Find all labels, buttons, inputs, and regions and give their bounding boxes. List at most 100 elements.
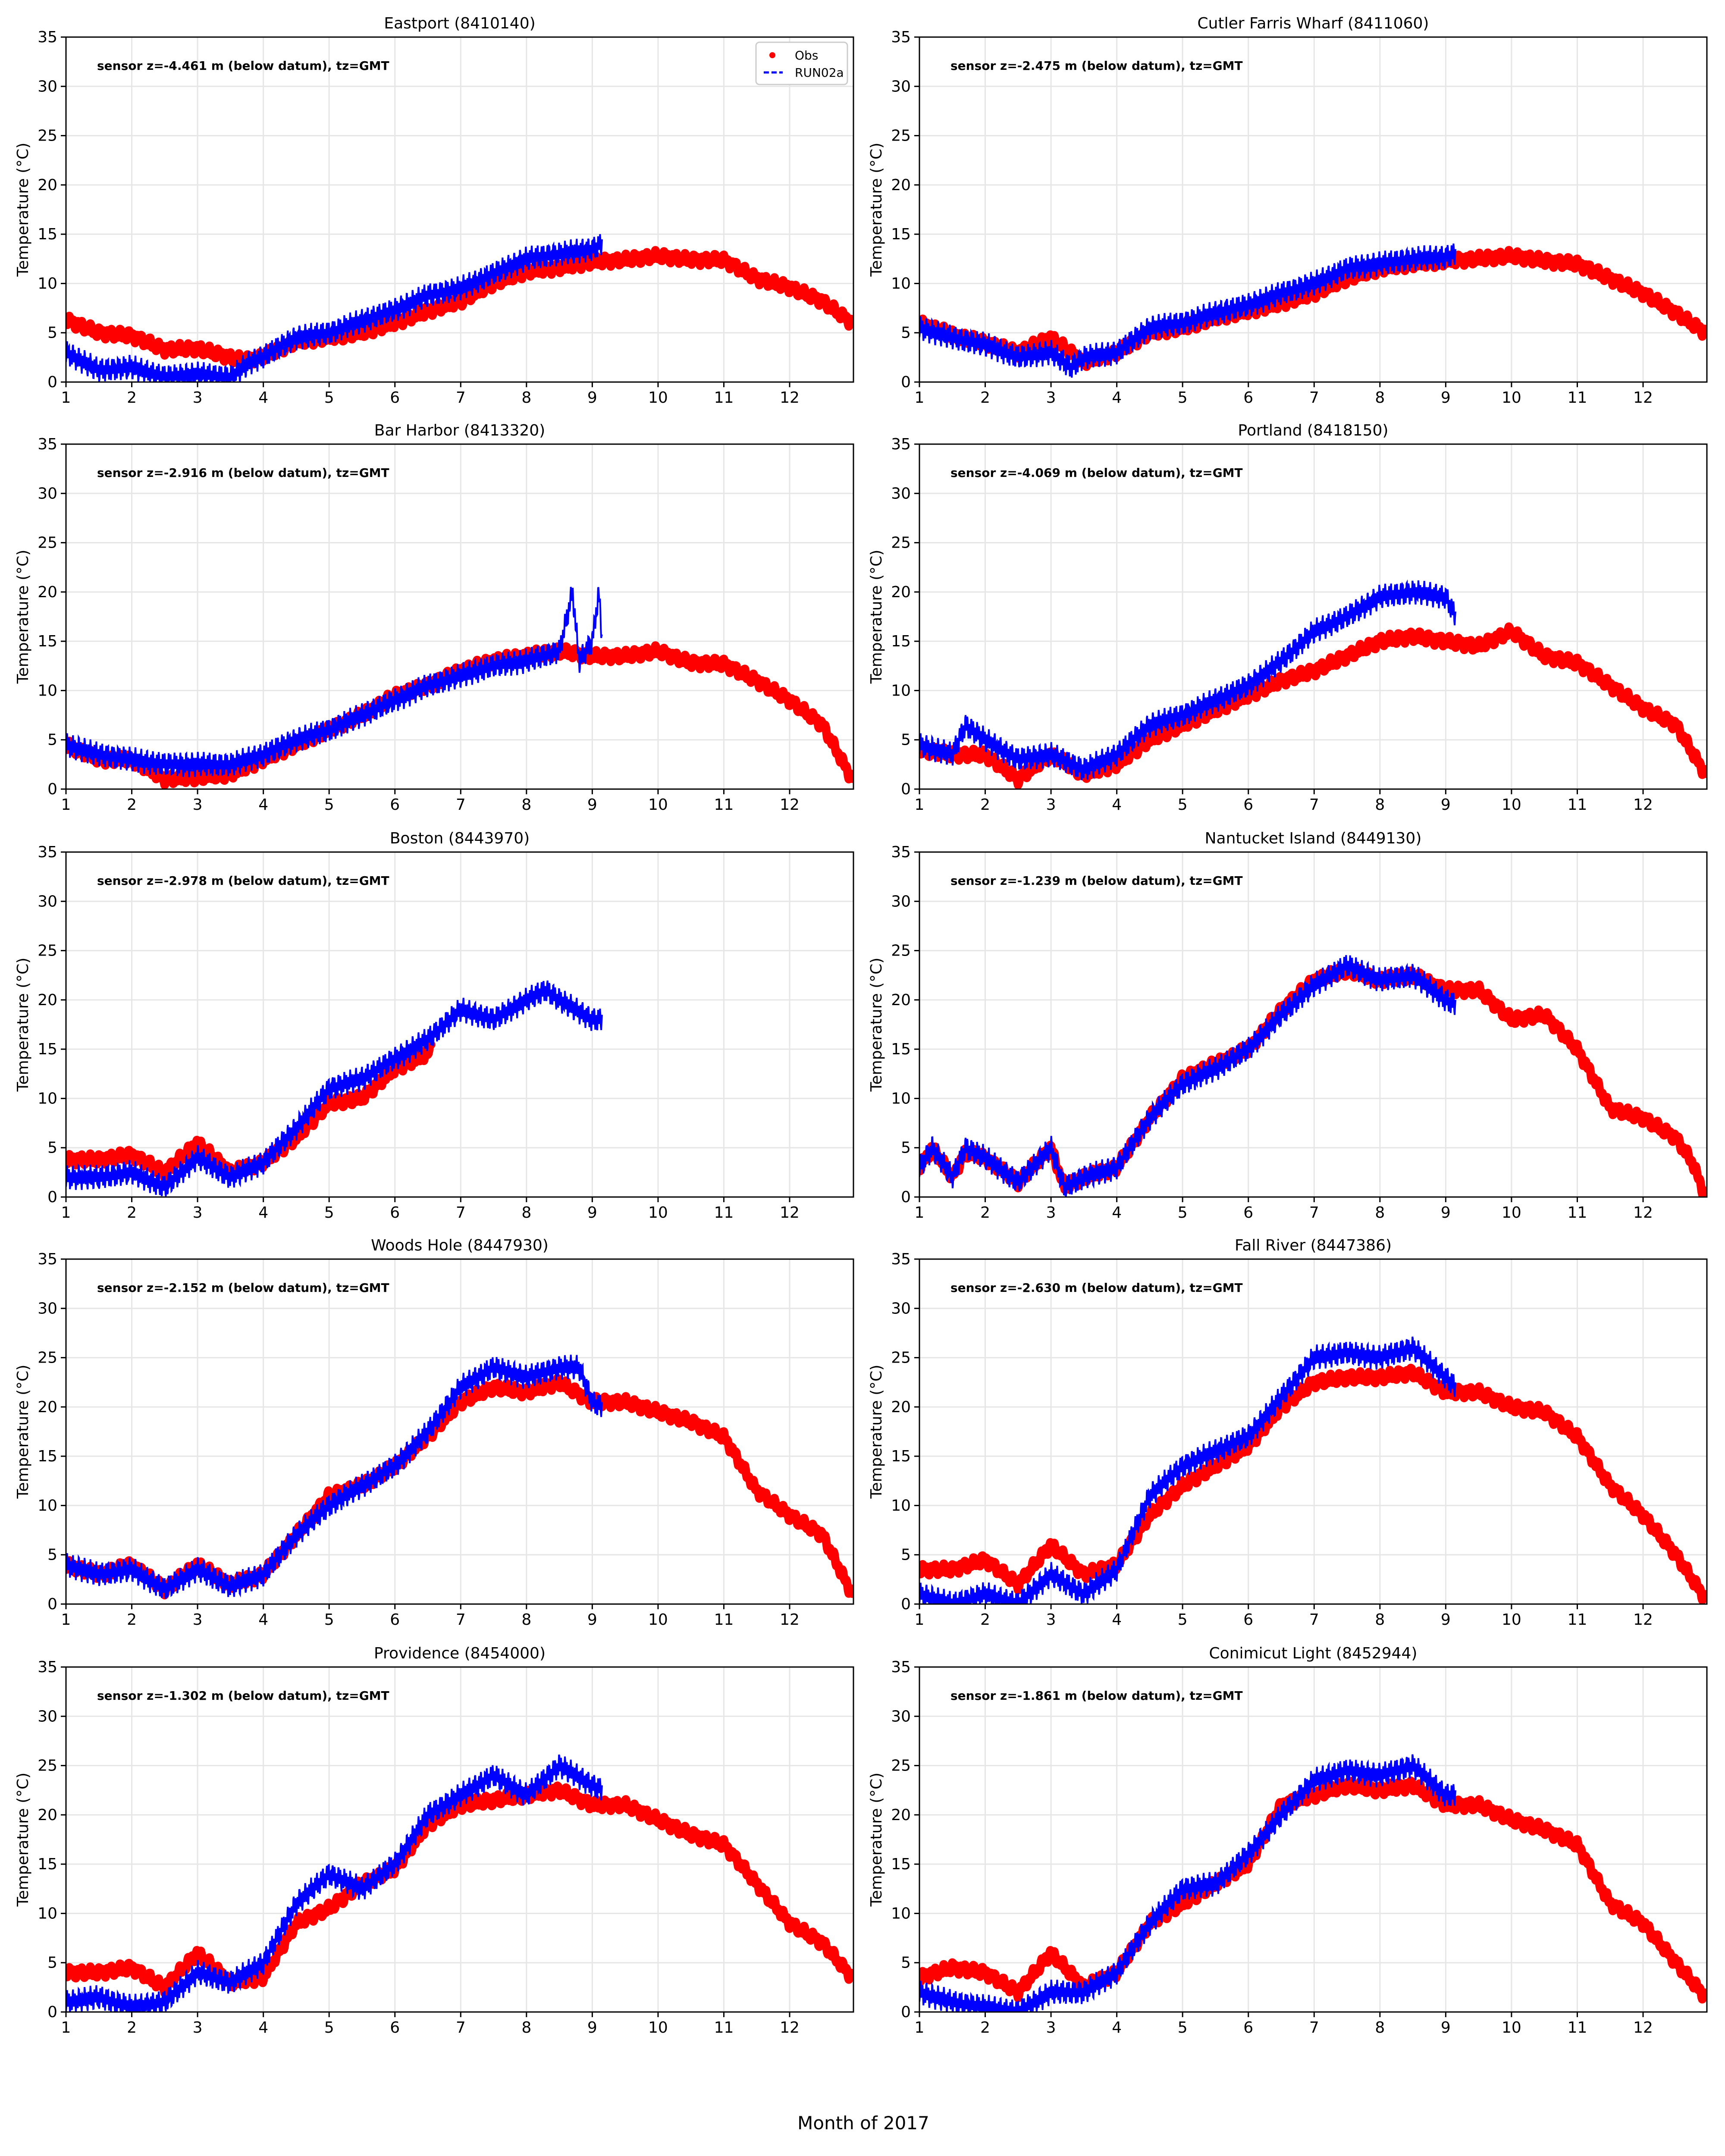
y-tick-label: 35 xyxy=(891,843,911,861)
y-tick-label: 15 xyxy=(38,1448,57,1465)
y-tick-label: 15 xyxy=(38,1040,57,1058)
x-tick-label: 9 xyxy=(587,2019,597,2037)
obs-series xyxy=(66,246,853,369)
x-tick-label: 12 xyxy=(1633,1204,1653,1222)
x-tick-label: 3 xyxy=(193,796,203,814)
x-tick-label: 6 xyxy=(1243,2019,1253,2037)
panel-title: Portland (8418150) xyxy=(1238,422,1389,439)
model-series xyxy=(919,1336,1456,1604)
x-tick-label: 12 xyxy=(1633,389,1653,407)
x-tick-label: 8 xyxy=(1375,1611,1385,1629)
y-tick-label: 20 xyxy=(38,991,57,1009)
x-tick-label: 5 xyxy=(324,1204,334,1222)
x-tick-label: 5 xyxy=(1178,796,1188,814)
y-tick-label: 30 xyxy=(891,78,911,95)
x-tick-label: 2 xyxy=(127,1611,137,1629)
y-tick-label: 25 xyxy=(38,534,57,552)
axes-frame xyxy=(919,1666,1708,2013)
x-tick-label: 7 xyxy=(456,796,466,814)
y-tick-label: 5 xyxy=(47,1546,57,1564)
panel-title: Providence (8454000) xyxy=(374,1645,546,1662)
obs-series xyxy=(919,1363,1707,1604)
y-tick-label: 15 xyxy=(891,226,911,243)
x-tick-label: 7 xyxy=(1309,1204,1319,1222)
x-tick-label: 8 xyxy=(1375,1204,1385,1222)
x-tick-label: 6 xyxy=(1243,1204,1253,1222)
x-tick-label: 9 xyxy=(587,389,597,407)
y-tick-label: 0 xyxy=(901,1188,911,1206)
x-tick-label: 10 xyxy=(1502,2019,1521,2037)
panel-title: Nantucket Island (8449130) xyxy=(1205,830,1422,847)
x-tick-label: 9 xyxy=(1441,1204,1451,1222)
x-tick-label: 2 xyxy=(127,2019,137,2037)
x-tick-label: 4 xyxy=(1112,389,1122,407)
x-axis-label: Month of 2017 xyxy=(797,2112,929,2134)
x-tick-label: 2 xyxy=(127,389,137,407)
x-tick-label: 2 xyxy=(980,1204,990,1222)
y-tick-label: 20 xyxy=(38,1806,57,1824)
y-tick-label: 10 xyxy=(891,682,911,699)
x-tick-label: 8 xyxy=(1375,389,1385,407)
x-tick-label: 4 xyxy=(258,1204,268,1222)
x-tick-label: 5 xyxy=(324,389,334,407)
y-tick-label: 20 xyxy=(891,991,911,1009)
panel-title: Fall River (8447386) xyxy=(1235,1237,1392,1254)
x-tick-label: 7 xyxy=(1309,2019,1319,2037)
y-tick-label: 5 xyxy=(901,1139,911,1157)
y-tick-label: 35 xyxy=(38,1250,57,1268)
y-tick-label: 25 xyxy=(38,1349,57,1367)
y-tick-label: 5 xyxy=(47,324,57,342)
x-tick-label: 5 xyxy=(324,1611,334,1629)
y-tick-label: 5 xyxy=(47,731,57,749)
y-tick-label: 20 xyxy=(891,1806,911,1824)
x-tick-label: 2 xyxy=(980,796,990,814)
x-tick-label: 11 xyxy=(714,389,734,407)
x-tick-label: 1 xyxy=(61,796,71,814)
x-tick-label: 1 xyxy=(61,1204,71,1222)
panel-title: Cutler Farris Wharf (8411060) xyxy=(1198,15,1429,32)
x-tick-label: 12 xyxy=(1633,2019,1653,2037)
x-tick-label: 12 xyxy=(780,1204,800,1222)
x-tick-label: 12 xyxy=(780,1611,800,1629)
y-tick-label: 5 xyxy=(901,1546,911,1564)
axes-frame xyxy=(65,36,854,383)
x-tick-label: 2 xyxy=(127,1204,137,1222)
y-axis-label: Temperature (°C) xyxy=(868,1365,885,1499)
x-tick-label: 3 xyxy=(193,1204,203,1222)
y-axis-label: Temperature (°C) xyxy=(14,143,32,277)
y-axis-label: Temperature (°C) xyxy=(868,550,885,684)
y-tick-label: 25 xyxy=(891,534,911,552)
x-tick-label: 11 xyxy=(1568,796,1587,814)
x-tick-label: 7 xyxy=(1309,1611,1319,1629)
y-tick-label: 0 xyxy=(47,2003,57,2021)
y-tick-label: 10 xyxy=(38,1905,57,1922)
y-tick-label: 5 xyxy=(901,1954,911,1972)
panel-title: Woods Hole (8447930) xyxy=(371,1237,549,1254)
y-tick-label: 10 xyxy=(38,682,57,699)
y-tick-label: 10 xyxy=(38,1090,57,1107)
model-series xyxy=(66,234,603,382)
x-tick-label: 4 xyxy=(258,2019,268,2037)
sensor-annotation: sensor z=-2.630 m (below datum), tz=GMT xyxy=(950,1281,1243,1295)
x-tick-label: 7 xyxy=(1309,389,1319,407)
y-tick-label: 20 xyxy=(891,1398,911,1416)
panel-title: Conimicut Light (8452944) xyxy=(1209,1645,1418,1662)
y-tick-label: 35 xyxy=(38,1658,57,1676)
x-tick-label: 10 xyxy=(648,2019,668,2037)
panel-8: 1 2 3 4 5 6 7 8 9 10 11 1205101520253035Providence … xyxy=(14,1645,854,2037)
x-tick-label: 2 xyxy=(127,796,137,814)
x-tick-label: 6 xyxy=(390,796,400,814)
y-tick-label: 35 xyxy=(38,28,57,46)
y-tick-label: 35 xyxy=(891,436,911,453)
axes-frame xyxy=(919,36,1708,383)
y-tick-label: 15 xyxy=(38,1855,57,1873)
x-tick-label: 3 xyxy=(1046,2019,1056,2037)
y-tick-label: 5 xyxy=(901,324,911,342)
x-tick-label: 4 xyxy=(258,1611,268,1629)
x-tick-label: 9 xyxy=(587,796,597,814)
x-tick-label: 11 xyxy=(714,1204,734,1222)
